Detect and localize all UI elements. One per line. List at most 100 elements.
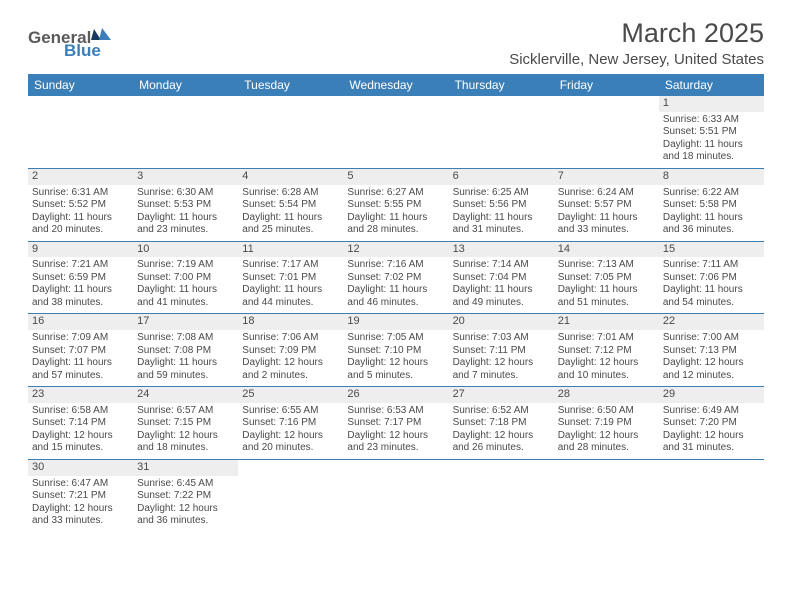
- daylight-line: Daylight: 12 hours: [137, 430, 234, 443]
- daylight-line-2: and 41 minutes.: [137, 297, 234, 310]
- daylight-line-2: and 18 minutes.: [663, 151, 760, 164]
- sunrise-line: Sunrise: 6:28 AM: [242, 187, 339, 200]
- daylight-line: Daylight: 11 hours: [663, 139, 760, 152]
- calendar-cell: 8Sunrise: 6:22 AMSunset: 5:58 PMDaylight…: [659, 168, 764, 241]
- day-number: 27: [449, 387, 554, 403]
- day-number: 19: [343, 314, 448, 330]
- sunrise-line: Sunrise: 6:45 AM: [137, 478, 234, 491]
- calendar-cell: 19Sunrise: 7:05 AMSunset: 7:10 PMDayligh…: [343, 314, 448, 387]
- day-number: 11: [238, 242, 343, 258]
- daylight-line-2: and 23 minutes.: [347, 442, 444, 455]
- daylight-line: Daylight: 12 hours: [242, 357, 339, 370]
- daylight-line: Daylight: 11 hours: [137, 212, 234, 225]
- sunrise-line: Sunrise: 6:52 AM: [453, 405, 550, 418]
- day-number: 3: [133, 169, 238, 185]
- daylight-line-2: and 33 minutes.: [558, 224, 655, 237]
- day-number: 9: [28, 242, 133, 258]
- daylight-line-2: and 44 minutes.: [242, 297, 339, 310]
- calendar-cell: 18Sunrise: 7:06 AMSunset: 7:09 PMDayligh…: [238, 314, 343, 387]
- daylight-line-2: and 36 minutes.: [137, 515, 234, 528]
- calendar-cell: [343, 96, 448, 168]
- calendar-cell: 25Sunrise: 6:55 AMSunset: 7:16 PMDayligh…: [238, 387, 343, 460]
- day-header: Tuesday: [238, 74, 343, 96]
- daylight-line: Daylight: 11 hours: [32, 357, 129, 370]
- day-number: 20: [449, 314, 554, 330]
- sunset-line: Sunset: 7:14 PM: [32, 417, 129, 430]
- daylight-line-2: and 2 minutes.: [242, 370, 339, 383]
- sunrise-line: Sunrise: 6:22 AM: [663, 187, 760, 200]
- day-header: Wednesday: [343, 74, 448, 96]
- sunset-line: Sunset: 7:20 PM: [663, 417, 760, 430]
- daylight-line-2: and 59 minutes.: [137, 370, 234, 383]
- day-number: 31: [133, 460, 238, 476]
- daylight-line-2: and 26 minutes.: [453, 442, 550, 455]
- daylight-line: Daylight: 12 hours: [663, 430, 760, 443]
- calendar-cell: 3Sunrise: 6:30 AMSunset: 5:53 PMDaylight…: [133, 168, 238, 241]
- sunset-line: Sunset: 5:56 PM: [453, 199, 550, 212]
- sunset-line: Sunset: 6:59 PM: [32, 272, 129, 285]
- daylight-line-2: and 51 minutes.: [558, 297, 655, 310]
- sunset-line: Sunset: 7:21 PM: [32, 490, 129, 503]
- daylight-line-2: and 7 minutes.: [453, 370, 550, 383]
- day-header: Friday: [554, 74, 659, 96]
- daylight-line: Daylight: 12 hours: [347, 357, 444, 370]
- sunrise-line: Sunrise: 7:16 AM: [347, 259, 444, 272]
- sunset-line: Sunset: 7:05 PM: [558, 272, 655, 285]
- sunrise-line: Sunrise: 7:13 AM: [558, 259, 655, 272]
- calendar-cell: 12Sunrise: 7:16 AMSunset: 7:02 PMDayligh…: [343, 241, 448, 314]
- sunset-line: Sunset: 7:15 PM: [137, 417, 234, 430]
- sunrise-line: Sunrise: 7:08 AM: [137, 332, 234, 345]
- daylight-line-2: and 31 minutes.: [663, 442, 760, 455]
- calendar-cell: [238, 96, 343, 168]
- sunset-line: Sunset: 5:58 PM: [663, 199, 760, 212]
- daylight-line: Daylight: 11 hours: [137, 284, 234, 297]
- calendar-cell: 17Sunrise: 7:08 AMSunset: 7:08 PMDayligh…: [133, 314, 238, 387]
- sunrise-line: Sunrise: 7:05 AM: [347, 332, 444, 345]
- daylight-line-2: and 36 minutes.: [663, 224, 760, 237]
- daylight-line-2: and 46 minutes.: [347, 297, 444, 310]
- calendar-cell: [554, 96, 659, 168]
- day-number: 1: [659, 96, 764, 112]
- sunrise-line: Sunrise: 6:31 AM: [32, 187, 129, 200]
- sunset-line: Sunset: 7:11 PM: [453, 345, 550, 358]
- sunrise-line: Sunrise: 6:58 AM: [32, 405, 129, 418]
- title-block: March 2025 Sicklerville, New Jersey, Uni…: [509, 18, 764, 68]
- daylight-line: Daylight: 11 hours: [558, 212, 655, 225]
- daylight-line-2: and 10 minutes.: [558, 370, 655, 383]
- sunset-line: Sunset: 5:54 PM: [242, 199, 339, 212]
- daylight-line: Daylight: 11 hours: [137, 357, 234, 370]
- day-number: 25: [238, 387, 343, 403]
- sunrise-line: Sunrise: 7:14 AM: [453, 259, 550, 272]
- sunrise-line: Sunrise: 7:00 AM: [663, 332, 760, 345]
- sunset-line: Sunset: 7:04 PM: [453, 272, 550, 285]
- calendar-cell: 16Sunrise: 7:09 AMSunset: 7:07 PMDayligh…: [28, 314, 133, 387]
- sunset-line: Sunset: 7:19 PM: [558, 417, 655, 430]
- sunset-line: Sunset: 7:02 PM: [347, 272, 444, 285]
- day-number: 17: [133, 314, 238, 330]
- sunrise-line: Sunrise: 7:21 AM: [32, 259, 129, 272]
- daylight-line-2: and 31 minutes.: [453, 224, 550, 237]
- sunset-line: Sunset: 5:57 PM: [558, 199, 655, 212]
- daylight-line-2: and 28 minutes.: [347, 224, 444, 237]
- calendar-cell: 7Sunrise: 6:24 AMSunset: 5:57 PMDaylight…: [554, 168, 659, 241]
- day-number: 12: [343, 242, 448, 258]
- daylight-line: Daylight: 11 hours: [32, 284, 129, 297]
- calendar-table: SundayMondayTuesdayWednesdayThursdayFrid…: [28, 74, 764, 532]
- calendar-cell: [659, 459, 764, 531]
- daylight-line: Daylight: 11 hours: [347, 284, 444, 297]
- sunrise-line: Sunrise: 7:19 AM: [137, 259, 234, 272]
- day-header: Thursday: [449, 74, 554, 96]
- daylight-line-2: and 23 minutes.: [137, 224, 234, 237]
- day-number: 5: [343, 169, 448, 185]
- sunrise-line: Sunrise: 6:25 AM: [453, 187, 550, 200]
- day-number: 24: [133, 387, 238, 403]
- sunset-line: Sunset: 7:00 PM: [137, 272, 234, 285]
- daylight-line-2: and 5 minutes.: [347, 370, 444, 383]
- daylight-line: Daylight: 11 hours: [453, 284, 550, 297]
- calendar-cell: 20Sunrise: 7:03 AMSunset: 7:11 PMDayligh…: [449, 314, 554, 387]
- calendar-cell: 22Sunrise: 7:00 AMSunset: 7:13 PMDayligh…: [659, 314, 764, 387]
- calendar-cell: [554, 459, 659, 531]
- daylight-line-2: and 18 minutes.: [137, 442, 234, 455]
- daylight-line: Daylight: 11 hours: [663, 212, 760, 225]
- daylight-line: Daylight: 12 hours: [137, 503, 234, 516]
